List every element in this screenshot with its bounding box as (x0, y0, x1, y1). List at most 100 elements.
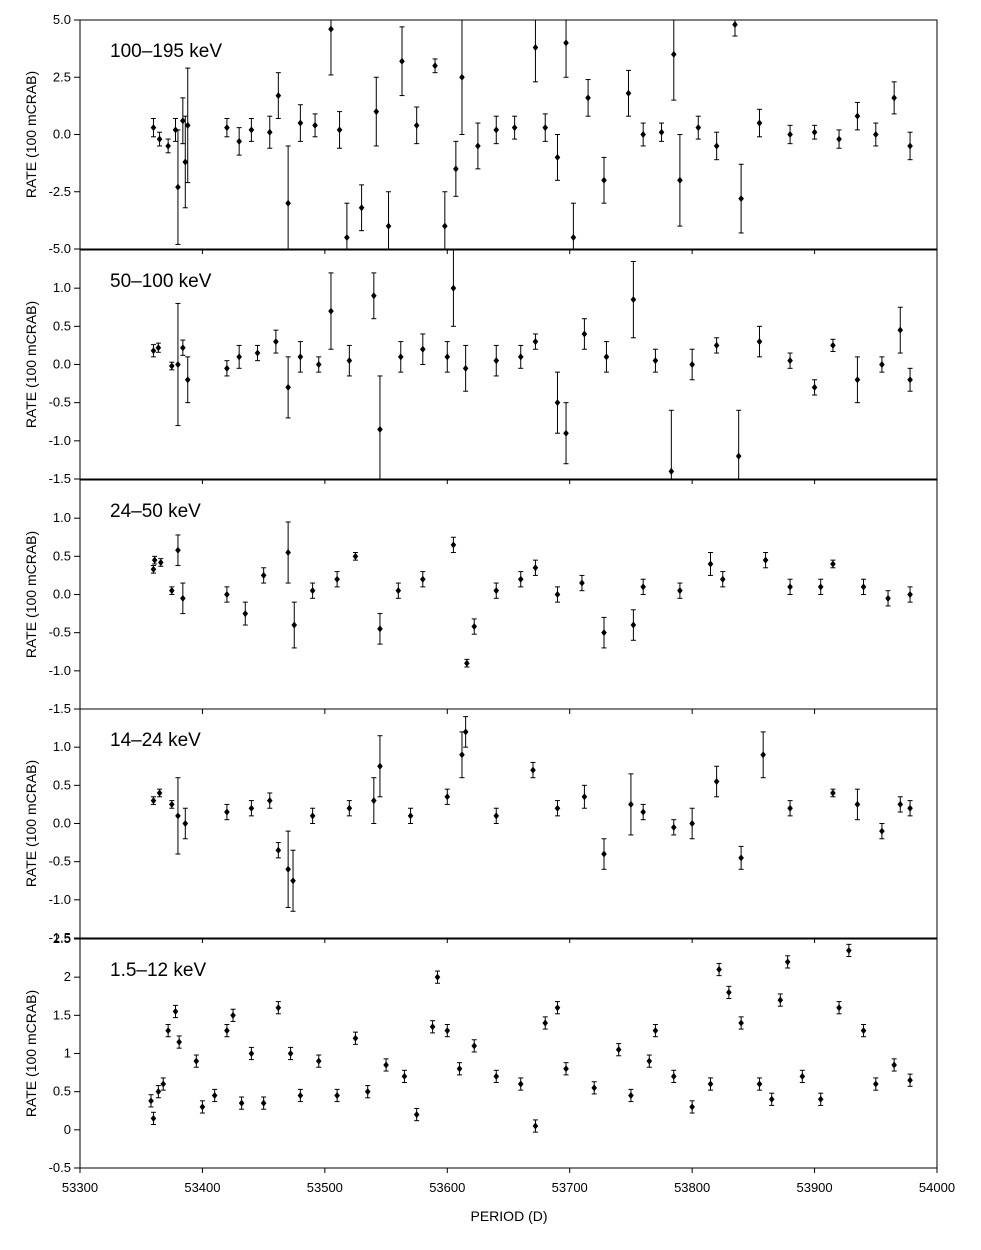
data-point (885, 594, 891, 602)
data-point (836, 1004, 842, 1012)
data-point (784, 958, 791, 966)
y-tick-label: -1.0 (49, 663, 71, 678)
data-point (689, 820, 695, 827)
data-point (601, 176, 607, 184)
data-point (371, 292, 377, 300)
data-point (907, 142, 913, 150)
data-point (787, 131, 793, 138)
data-point (652, 357, 659, 365)
data-point (532, 1122, 539, 1130)
data-point (193, 1057, 200, 1065)
data-point (738, 854, 744, 862)
data-point (670, 823, 677, 831)
data-point (630, 621, 637, 629)
y-tick-label: -1.5 (49, 701, 71, 716)
data-point (364, 1088, 371, 1096)
data-point (413, 1111, 420, 1119)
data-point (273, 338, 279, 346)
data-point (224, 124, 230, 132)
y-tick-label: -0.5 (49, 1160, 71, 1175)
data-point (238, 1099, 245, 1107)
data-point (420, 575, 426, 583)
panel-1: -5.0 -2.5 0.0 2.5 5.0 RATE (100 mCRAB) 100–195… (23, 12, 938, 256)
y-tick-label: 0.5 (53, 777, 71, 792)
data-point (432, 62, 438, 70)
data-point (707, 1080, 714, 1088)
y-tick-label: 1.0 (53, 510, 71, 525)
data-point (493, 587, 500, 595)
energy-band-label: 14–24 keV (110, 730, 201, 751)
data-point (248, 1050, 255, 1057)
y-tick-label: -1.5 (49, 930, 71, 945)
data-point (297, 119, 304, 127)
data-point (787, 357, 793, 365)
data-point (511, 124, 518, 132)
data-point (601, 629, 607, 637)
data-point (434, 973, 441, 981)
data-point (155, 344, 162, 352)
data-point (275, 92, 282, 100)
data-point (160, 1080, 167, 1088)
data-point (554, 1004, 561, 1012)
x-tick-label: 54000 (919, 1180, 955, 1195)
data-point (677, 587, 683, 595)
data-series (150, 250, 913, 479)
data-point (542, 1019, 549, 1027)
data-point (352, 552, 359, 560)
data-point (640, 808, 646, 816)
data-point (285, 383, 291, 391)
y-axis-label: RATE (100 mCRAB) (23, 71, 39, 198)
data-point (532, 338, 539, 346)
data-point (689, 361, 695, 368)
data-point (285, 199, 291, 207)
data-point (738, 195, 744, 203)
panel-4: -1.5 -1.0 -0.5 0.0 0.5 1.0 RATE (100 mCRAB) 14–… (23, 708, 938, 945)
data-point (579, 579, 585, 587)
data-point (429, 1023, 436, 1031)
data-point (224, 1027, 230, 1035)
data-point (464, 659, 470, 667)
data-point (444, 793, 451, 801)
data-point (224, 808, 230, 816)
data-point (211, 1091, 218, 1099)
data-series (150, 716, 913, 912)
data-point (297, 1091, 304, 1099)
data-point (585, 94, 591, 102)
data-point (630, 296, 637, 304)
x-tick-label: 53300 (62, 1180, 98, 1195)
y-tick-label: -1.0 (49, 433, 71, 448)
data-point (854, 376, 861, 384)
data-point (260, 1099, 267, 1107)
data-point (315, 361, 322, 368)
y-tick-label: 0.5 (53, 548, 71, 563)
data-point (150, 347, 157, 355)
energy-band-label: 100–195 keV (110, 41, 222, 62)
data-point (830, 789, 836, 797)
energy-band-label: 50–100 keV (110, 271, 212, 292)
x-axis-label: PERIOD (D) (471, 1208, 548, 1224)
data-point (395, 587, 402, 595)
data-point (907, 1076, 913, 1084)
y-tick-label: -1.5 (49, 471, 71, 486)
energy-band-label: 24–50 keV (110, 501, 201, 522)
data-point (817, 583, 824, 591)
data-point (756, 338, 763, 346)
data-point (158, 558, 164, 566)
data-point (407, 812, 414, 820)
data-point (799, 1072, 806, 1080)
data-point (735, 452, 742, 460)
data-point (459, 73, 465, 81)
panel-5: -0.5 0 0.5 1 1.5 2 2.5 53300 53400 53500 53600 5370… (23, 931, 955, 1195)
data-point (817, 1095, 824, 1103)
y-axis-label: RATE (100 mCRAB) (23, 531, 39, 658)
data-point (677, 176, 683, 184)
data-point (444, 1027, 451, 1035)
y-tick-label: 2.5 (53, 931, 71, 946)
data-point (150, 797, 157, 805)
data-point (334, 1091, 340, 1099)
y-axis-label: RATE (100 mCRAB) (23, 760, 39, 887)
data-point (309, 587, 316, 595)
data-point (224, 364, 230, 372)
data-point (236, 353, 242, 361)
data-point (732, 21, 738, 29)
